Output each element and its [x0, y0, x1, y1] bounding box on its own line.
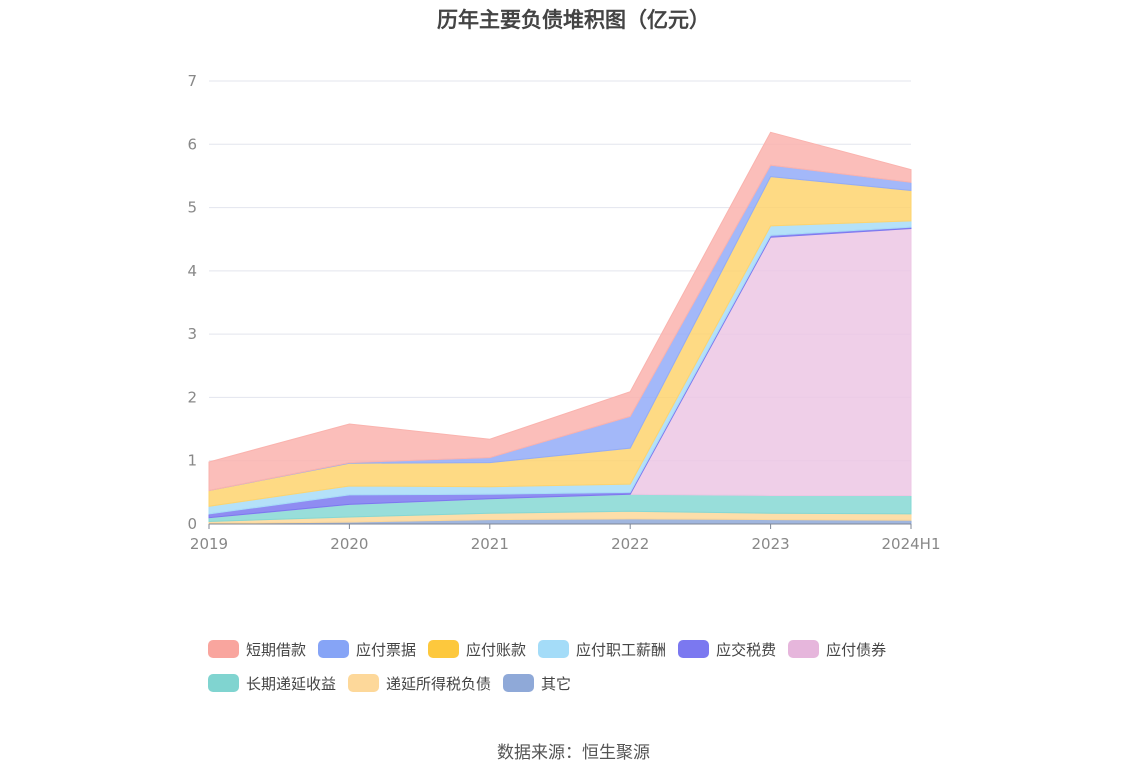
legend-item[interactable]: 递延所得税负债: [348, 672, 491, 694]
x-tick-label: 2023: [752, 535, 790, 553]
legend-item[interactable]: 应付票据: [318, 638, 416, 660]
stacked-area-chart: 0 1 2 3 4 5 6 7 2019 2020 2021 2022 2023 2024H1: [187, 72, 940, 553]
legend-item[interactable]: 长期递延收益: [208, 672, 336, 694]
legend-swatch: [503, 674, 535, 692]
legend-label: 应付债券: [826, 640, 887, 659]
y-tick-label: 5: [187, 199, 197, 217]
legend-label: 应交税费: [716, 640, 777, 659]
legend-swatch: [538, 640, 570, 658]
axes: 0 1 2 3 4 5 6 7 2019 2020 2021 2022 2023 2024H1: [187, 72, 940, 553]
y-tick-label: 6: [187, 135, 197, 153]
legend-item[interactable]: 应付账款: [428, 638, 526, 660]
legend-swatch: [788, 640, 820, 658]
x-tick-label: 2021: [471, 535, 509, 553]
legend-swatch: [348, 674, 380, 692]
y-tick-label: 3: [187, 325, 197, 343]
legend-swatch: [208, 640, 239, 658]
legend-label: 其它: [541, 674, 572, 693]
y-tick-label: 4: [187, 262, 197, 280]
x-tick-label: 2020: [330, 535, 368, 553]
legend-label: 长期递延收益: [246, 674, 337, 693]
legend-label: 应付票据: [356, 640, 417, 659]
legend-swatch: [678, 640, 710, 658]
area-短期借款: [208, 131, 912, 492]
area-series: [208, 131, 912, 525]
legend-label: 应付职工薪酬: [576, 640, 667, 659]
legend-swatch: [318, 640, 350, 658]
legend-item[interactable]: 应交税费: [678, 638, 776, 660]
legend-swatch: [208, 674, 239, 692]
chart-title: 历年主要负债堆积图（亿元）: [437, 8, 710, 32]
legend-item[interactable]: 短期借款: [208, 638, 306, 660]
data-source: 数据来源：恒生聚源: [497, 743, 650, 763]
y-tick-label: 2: [187, 388, 197, 406]
legend-item[interactable]: 其它: [503, 672, 571, 694]
legend-label: 短期借款: [246, 640, 307, 659]
legend-label: 递延所得税负债: [386, 674, 492, 693]
x-tick-label: 2019: [190, 535, 228, 553]
x-tick-label: 2022: [611, 535, 649, 553]
chart-legend: 短期借款 应付票据 应付账款 应付职工薪酬 应交税费 应付债券长期递延收益 递延所得税负债 其…: [208, 638, 968, 706]
y-tick-label: 0: [187, 515, 197, 533]
legend-label: 应付账款: [466, 640, 527, 659]
legend-swatch: [428, 640, 460, 658]
y-tick-label: 7: [187, 72, 197, 90]
x-tick-label: 2024H1: [882, 535, 941, 553]
y-tick-label: 1: [187, 452, 197, 470]
legend-item[interactable]: 应付债券: [788, 638, 886, 660]
legend-item[interactable]: 应付职工薪酬: [538, 638, 666, 660]
